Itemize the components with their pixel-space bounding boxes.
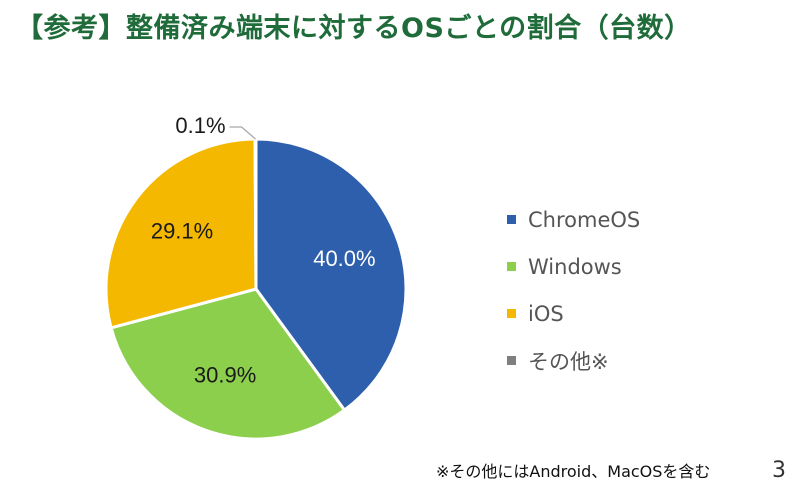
legend-label: その他※ xyxy=(528,349,609,374)
legend-swatch xyxy=(507,215,516,224)
legend-swatch xyxy=(507,262,516,271)
pie-slices xyxy=(104,137,408,441)
slice-data-label: 40.0% xyxy=(313,246,375,271)
slice-data-label: 29.1% xyxy=(151,218,213,243)
slice-data-label: 30.9% xyxy=(194,363,256,388)
legend-label: Windows xyxy=(528,254,622,279)
legend-swatch xyxy=(507,356,516,365)
pie-slice-chromeos xyxy=(254,137,408,412)
legend-item: iOS xyxy=(507,290,707,337)
legend-label: ChromeOS xyxy=(528,207,641,232)
legend-swatch xyxy=(507,309,516,318)
footnote: ※その他にはAndroid、MacOSを含む xyxy=(436,462,711,481)
pie-slice-windows xyxy=(109,287,346,441)
slice-data-label: 0.1% xyxy=(175,113,225,138)
legend-item: その他※ xyxy=(507,337,707,384)
legend-label: iOS xyxy=(528,301,564,326)
pie-slice-labels: 40.0% 30.9% 29.1% 0.1% xyxy=(151,113,376,388)
leader-line xyxy=(229,126,256,140)
chart-legend: ChromeOS Windows iOS その他※ xyxy=(507,196,707,384)
legend-item: ChromeOS xyxy=(507,196,707,243)
legend-item: Windows xyxy=(507,243,707,290)
page-title: 【参考】整備済み端末に対するOSごとの割合（台数） xyxy=(16,13,692,44)
pie-slice- xyxy=(253,137,258,291)
page-number: 3 xyxy=(772,458,786,483)
pie-slice-ios xyxy=(104,137,258,330)
